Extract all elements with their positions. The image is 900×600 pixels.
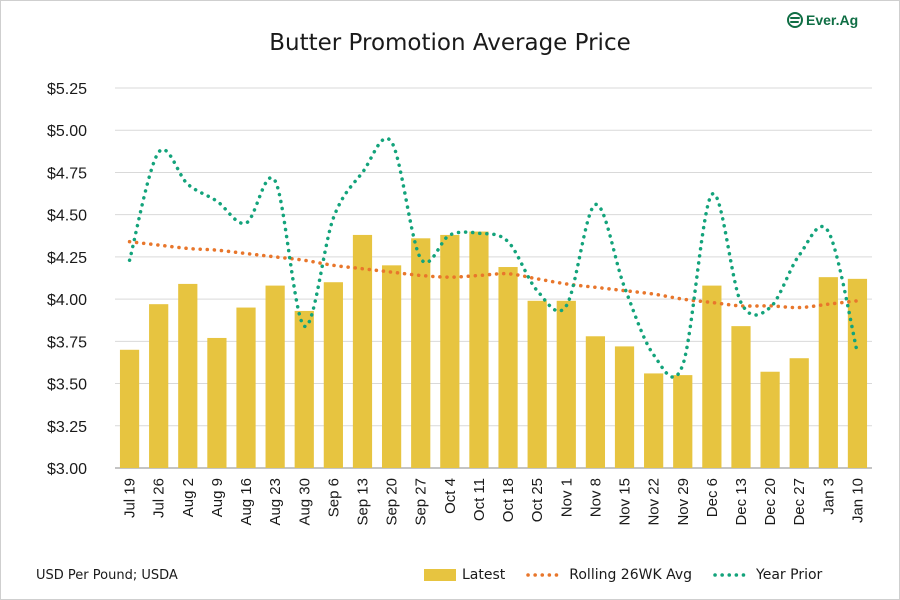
- x-tick-label: Jul 26: [151, 478, 168, 518]
- bar-latest: [207, 337, 227, 468]
- line-year-prior: [127, 136, 860, 379]
- y-tick-label: $4.25: [47, 250, 87, 267]
- x-tick-label: Dec 6: [704, 478, 721, 517]
- bar-latest: [818, 277, 838, 468]
- y-tick-label: $3.00: [47, 461, 87, 478]
- bar-latest: [673, 375, 693, 468]
- legend-swatch-year-prior: [713, 573, 750, 577]
- legend-label-rolling-avg: Rolling 26WK Avg: [569, 567, 693, 583]
- bar-latest: [614, 346, 635, 468]
- x-tick-label: Aug 23: [267, 478, 284, 526]
- bar-latest: [323, 282, 343, 468]
- y-tick-label: $4.50: [47, 208, 87, 225]
- bar-latest: [265, 285, 285, 468]
- bar-latest: [760, 371, 780, 468]
- x-tick-label: Oct 18: [500, 478, 517, 522]
- x-tick-label: Nov 15: [617, 478, 634, 526]
- x-tick-label: Nov 1: [558, 478, 575, 517]
- ever-ag-logo-icon: [787, 12, 803, 28]
- chart-title: Butter Promotion Average Price: [269, 30, 631, 56]
- legend-label-year-prior: Year Prior: [756, 567, 823, 583]
- x-tick-label: Aug 30: [296, 478, 313, 526]
- bar-latest: [469, 231, 489, 468]
- bar-latest: [294, 310, 314, 468]
- x-tick-label: Sep 13: [354, 478, 371, 526]
- bar-latest: [644, 373, 664, 468]
- bar-latest: [236, 307, 256, 468]
- y-tick-label: $5.25: [47, 81, 87, 98]
- bar-latest: [585, 336, 606, 468]
- x-tick-label: Sep 6: [325, 478, 342, 517]
- y-tick-label: $3.75: [47, 334, 87, 351]
- line-rolling-26wk-avg: [127, 239, 860, 310]
- bar-latest: [556, 300, 576, 468]
- x-tick-label: Jul 19: [122, 478, 139, 518]
- bar-latest: [411, 238, 431, 468]
- legend-item-rolling-avg: Rolling 26WK Avg: [525, 567, 692, 583]
- legend-item-year-prior: Year Prior: [712, 567, 822, 583]
- bar-latest: [702, 285, 722, 468]
- legend-swatch-latest: [424, 569, 456, 581]
- x-tick-label: Dec 20: [762, 478, 779, 526]
- x-tick-label: Aug 16: [238, 478, 255, 526]
- legend-swatch-rolling-avg: [526, 573, 564, 577]
- brand-logo: Ever.Ag: [787, 10, 858, 30]
- x-tick-label: Jan 3: [820, 478, 837, 515]
- y-tick-label: $3.25: [47, 419, 87, 436]
- x-tick-label: Oct 4: [442, 478, 459, 514]
- bar-latest: [178, 283, 198, 468]
- bar-latest: [381, 265, 402, 468]
- y-tick-label: $4.75: [47, 165, 87, 182]
- y-tick-label: $5.00: [47, 123, 87, 140]
- x-tick-label: Dec 13: [733, 478, 750, 526]
- bar-latest: [352, 234, 373, 468]
- bar-latest: [789, 358, 809, 468]
- bar-latest: [498, 267, 518, 468]
- x-tick-label: Nov 29: [675, 478, 692, 526]
- bar-latest: [440, 234, 460, 468]
- legend-label-latest: Latest: [462, 567, 506, 583]
- x-tick-label: Aug 9: [209, 478, 226, 517]
- y-tick-label: $3.50: [47, 377, 87, 394]
- bar-latest: [731, 326, 751, 468]
- brand-name: Ever.Ag: [806, 12, 859, 28]
- y-tick-label: $4.00: [47, 292, 87, 309]
- x-tick-label: Oct 11: [471, 478, 488, 521]
- bar-latest: [847, 278, 868, 468]
- chart-legend: Latest Rolling 26WK Avg Year Prior: [424, 565, 822, 585]
- x-tick-label: Nov 22: [646, 478, 663, 526]
- source-footnote: USD Per Pound; USDA: [36, 568, 178, 583]
- legend-item-latest: Latest: [424, 567, 505, 583]
- x-tick-label: Dec 27: [791, 478, 808, 526]
- x-tick-label: Sep 20: [384, 478, 401, 526]
- x-tick-label: Sep 27: [413, 478, 430, 526]
- x-tick-label: Nov 8: [587, 478, 604, 517]
- bar-latest: [527, 300, 547, 468]
- x-tick-label: Jan 10: [849, 478, 866, 523]
- x-tick-label: Oct 25: [529, 478, 546, 522]
- x-tick-label: Aug 2: [180, 478, 197, 517]
- bar-latest: [119, 349, 140, 468]
- bar-latest: [149, 304, 169, 468]
